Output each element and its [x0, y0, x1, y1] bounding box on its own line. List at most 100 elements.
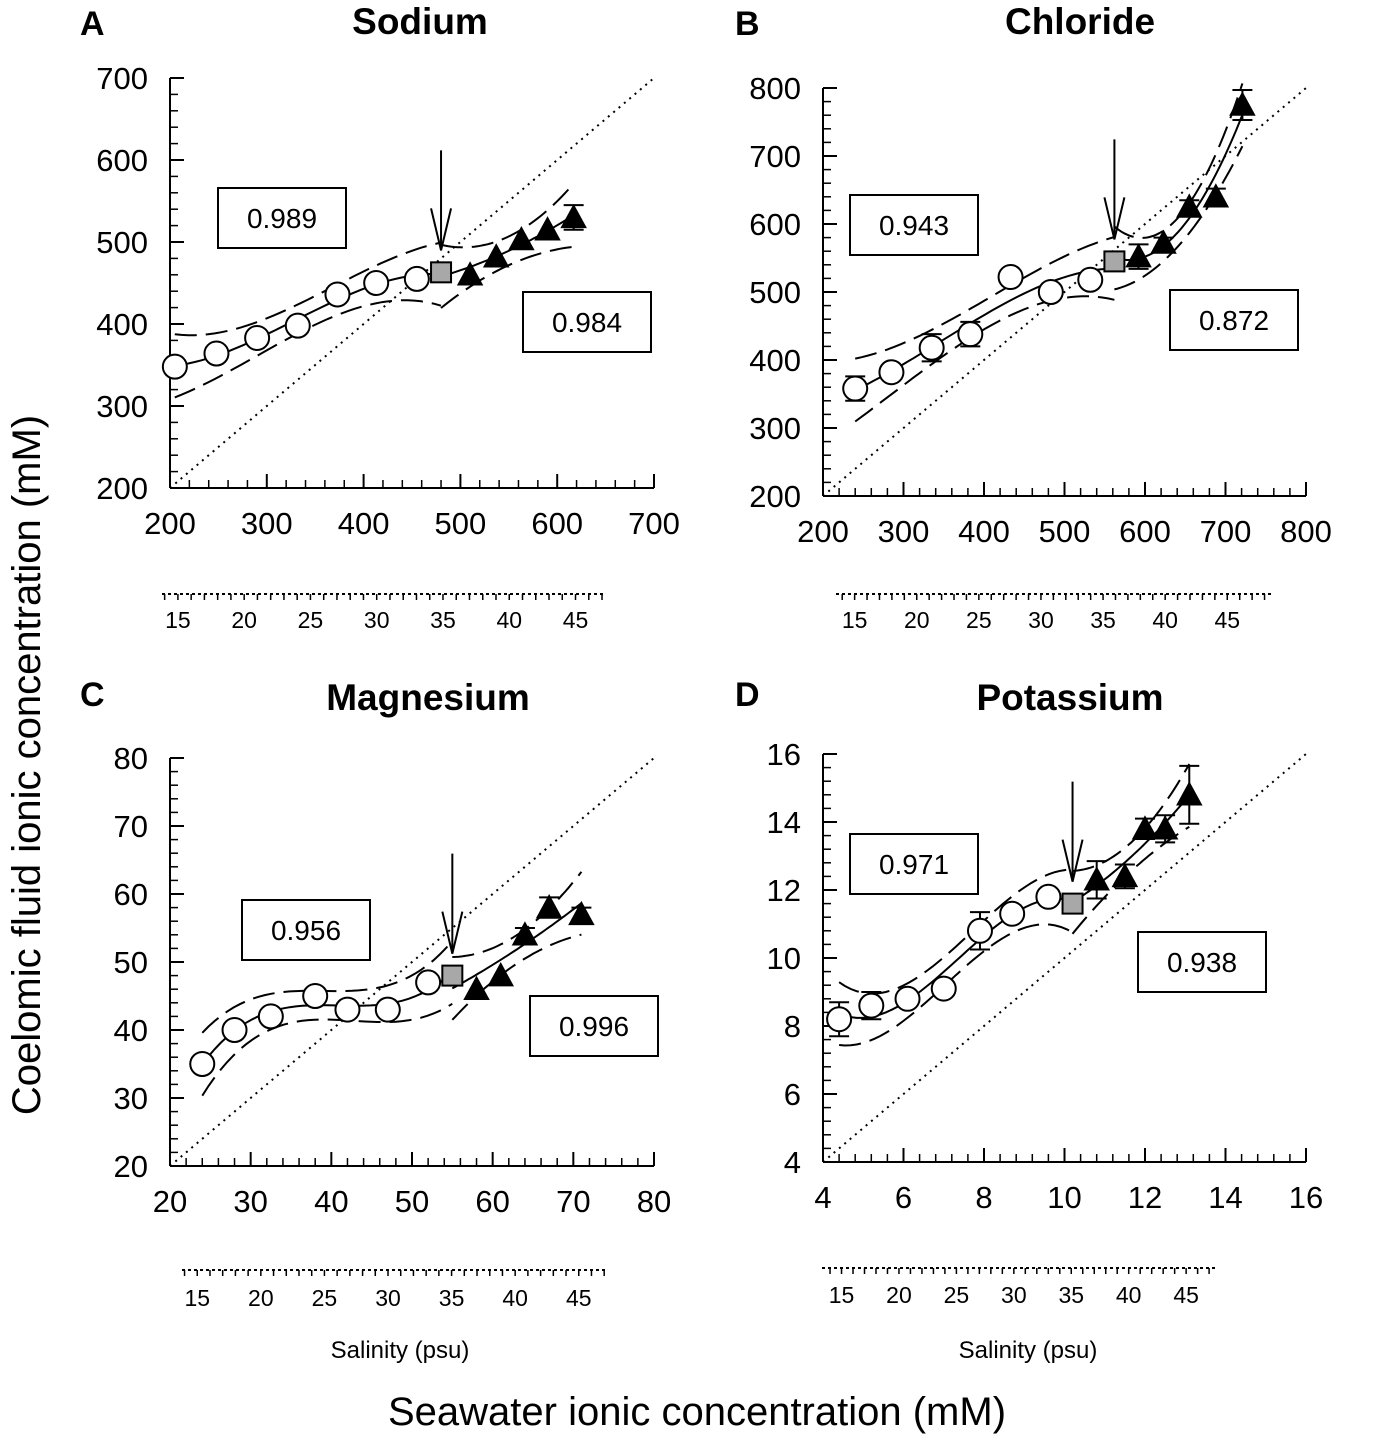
r2-box-right-value: 0.984	[552, 307, 622, 338]
x-tick-label: 14	[1208, 1180, 1242, 1215]
data-point-open-circle	[999, 900, 1026, 927]
data-point-open-circle	[858, 992, 885, 1019]
r2-box-right	[522, 291, 652, 353]
arrow-head	[430, 208, 453, 251]
salinity-tick-label: 35	[439, 1285, 465, 1311]
panel-title: Magnesium	[326, 677, 530, 718]
r2-box-left-value: 0.971	[879, 849, 949, 880]
y-tick-label: 20	[114, 1149, 148, 1184]
salinity-tick-label: 45	[1214, 607, 1240, 633]
data-point-open-circle	[930, 975, 957, 1002]
data-point-open-circle	[918, 334, 945, 361]
data-point-open-circle	[302, 983, 329, 1009]
arrow-head	[1061, 839, 1084, 882]
x-tick-label: 400	[338, 506, 390, 541]
data-point-gray-square	[441, 964, 464, 987]
identity-line	[169, 757, 655, 1167]
y-tick-label: 40	[114, 1013, 148, 1048]
data-point-filled-triangle	[1229, 91, 1256, 116]
data-point-open-circle	[284, 312, 311, 339]
y-tick-label: 4	[784, 1145, 801, 1180]
panel-d: D Potassium 4 6 8 10 12 14 16 4 6 8 10 12 14 16 15 20 25 30…	[735, 676, 1323, 1364]
salinity-tick-label: 30	[375, 1285, 401, 1311]
y-tick-label: 16	[767, 737, 801, 772]
data-point-open-circle	[1035, 883, 1062, 910]
salinity-tick-label: 45	[566, 1285, 592, 1311]
hyperosmotic-fit-line	[451, 902, 583, 990]
data-point-open-circle	[221, 1017, 248, 1043]
data-point-filled-triangle	[535, 894, 563, 919]
r2-box-right	[1169, 289, 1299, 351]
x-tick-label: 30	[233, 1184, 267, 1219]
data-point-filled-triangle	[482, 243, 510, 268]
r2-box-right	[529, 995, 659, 1057]
y-tick-label: 50	[114, 945, 148, 980]
x-tick-label: 50	[395, 1184, 429, 1219]
salinity-tick-label: 30	[1001, 1282, 1027, 1308]
data-point-open-circle	[403, 265, 430, 292]
r2-box-left-value: 0.956	[271, 915, 341, 946]
data-point-filled-triangle	[1176, 193, 1203, 218]
data-point-filled-triangle	[1131, 815, 1159, 840]
panel-title: Sodium	[352, 1, 488, 42]
x-tick-label: 70	[556, 1184, 590, 1219]
arrow-head	[1103, 197, 1126, 240]
data-point-filled-triangle	[1151, 815, 1179, 840]
panel-title: Chloride	[1005, 1, 1155, 42]
y-tick-label: 8	[784, 1009, 801, 1044]
data-point-open-circle	[997, 264, 1024, 291]
x-axis-title: Seawater ionic concentration (mM)	[388, 1390, 1006, 1434]
x-tick-label: 500	[435, 506, 487, 541]
y-tick-label: 14	[767, 805, 801, 840]
data-point-filled-triangle	[508, 225, 535, 251]
panel-letter: A	[80, 5, 105, 43]
salinity-tick-label: 40	[1152, 607, 1178, 633]
x-tick-label: 700	[628, 506, 680, 541]
r2-box-left	[849, 833, 979, 895]
x-tick-label: 500	[1039, 514, 1091, 549]
salinity-tick-label: 25	[944, 1282, 970, 1308]
x-tick-label: 8	[975, 1180, 992, 1215]
x-tick-label: 200	[144, 506, 196, 541]
data-point-gray-square	[1103, 250, 1126, 273]
data-point-gray-square	[1061, 892, 1084, 915]
r2-box-right-value: 0.938	[1167, 947, 1237, 978]
y-tick-label: 60	[114, 877, 148, 912]
data-point-filled-triangle	[1111, 862, 1139, 888]
data-point-filled-triangle	[456, 261, 484, 286]
hyperosmotic-lower-band	[451, 933, 582, 1021]
y-tick-label: 200	[96, 471, 148, 506]
y-tick-label: 70	[114, 809, 148, 844]
x-tick-label: 600	[1119, 514, 1171, 549]
hyperosmotic-lower-band	[1071, 825, 1190, 935]
salinity-tick-label: 35	[1090, 607, 1116, 633]
data-point-open-circle	[894, 985, 921, 1012]
data-point-filled-triangle	[511, 921, 539, 946]
data-point-open-circle	[363, 270, 390, 296]
data-point-filled-triangle	[1202, 183, 1230, 208]
x-tick-label: 10	[1047, 1180, 1081, 1215]
x-tick-label: 20	[153, 1184, 187, 1219]
y-tick-label: 400	[96, 307, 148, 342]
panel-letter: D	[735, 676, 760, 714]
panel-a: A Sodium 200 300 400 500 600 700 200 300 400 500 600…	[80, 1, 680, 633]
data-point-filled-triangle	[1176, 781, 1203, 806]
data-point-open-circle	[966, 917, 993, 944]
salinity-tick-label: 25	[312, 1285, 338, 1311]
x-tick-label: 40	[314, 1184, 348, 1219]
data-point-filled-triangle	[560, 203, 587, 229]
y-tick-label: 400	[749, 343, 801, 378]
y-tick-label: 12	[767, 873, 801, 908]
x-tick-label: 80	[637, 1184, 671, 1219]
salinity-tick-label: 15	[829, 1282, 855, 1308]
panel-letter: B	[735, 5, 760, 43]
data-point-open-circle	[324, 281, 351, 308]
y-tick-label: 700	[96, 61, 148, 96]
salinity-tick-label: 40	[496, 607, 522, 633]
r2-box-right-value: 0.872	[1199, 305, 1269, 336]
salinity-tick-label: 30	[1028, 607, 1054, 633]
salinity-tick-label: 40	[1116, 1282, 1142, 1308]
hyposmotic-lower-band	[201, 1002, 453, 1097]
data-point-open-circle	[415, 969, 442, 996]
data-point-open-circle	[1037, 279, 1064, 305]
